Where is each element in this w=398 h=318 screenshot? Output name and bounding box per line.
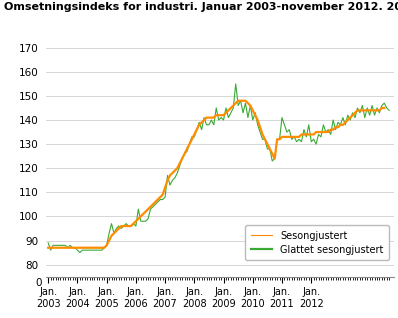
Sesongjustert <box>233 82 238 86</box>
Sesongjustert <box>48 248 53 252</box>
Text: Omsetningsindeks for industri. Januar 2003-november 2012. 2005=100: Omsetningsindeks for industri. Januar 20… <box>4 2 398 11</box>
Glattet sesongjustert <box>238 99 243 103</box>
Glattet sesongjustert <box>221 113 226 117</box>
Line: Glattet sesongjustert: Glattet sesongjustert <box>48 101 384 248</box>
Legend: Sesongjustert, Glattet sesongjustert: Sesongjustert, Glattet sesongjustert <box>245 225 389 260</box>
Glattet sesongjustert <box>46 246 51 250</box>
Sesongjustert <box>46 241 51 245</box>
Sesongjustert <box>341 116 345 120</box>
Glattet sesongjustert <box>377 108 382 112</box>
Sesongjustert <box>375 106 379 110</box>
Sesongjustert <box>348 118 353 122</box>
Sesongjustert <box>387 108 392 112</box>
Glattet sesongjustert <box>48 246 53 250</box>
Glattet sesongjustert <box>263 137 267 141</box>
Glattet sesongjustert <box>236 99 240 103</box>
Line: Sesongjustert: Sesongjustert <box>48 84 389 252</box>
Sesongjustert <box>160 197 165 201</box>
Glattet sesongjustert <box>382 106 387 110</box>
Sesongjustert <box>78 251 82 254</box>
Sesongjustert <box>65 246 70 250</box>
Text: 0: 0 <box>35 278 42 288</box>
Glattet sesongjustert <box>51 246 55 250</box>
